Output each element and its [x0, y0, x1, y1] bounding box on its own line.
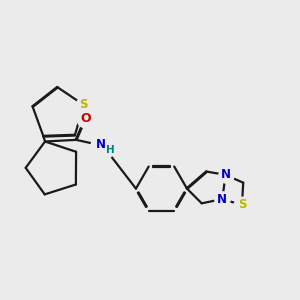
Text: S: S	[80, 98, 88, 111]
Text: N: N	[220, 168, 231, 182]
Text: N: N	[217, 193, 227, 206]
Text: S: S	[238, 199, 246, 212]
Text: H: H	[106, 145, 115, 155]
Text: N: N	[96, 138, 106, 151]
Text: O: O	[80, 112, 91, 125]
